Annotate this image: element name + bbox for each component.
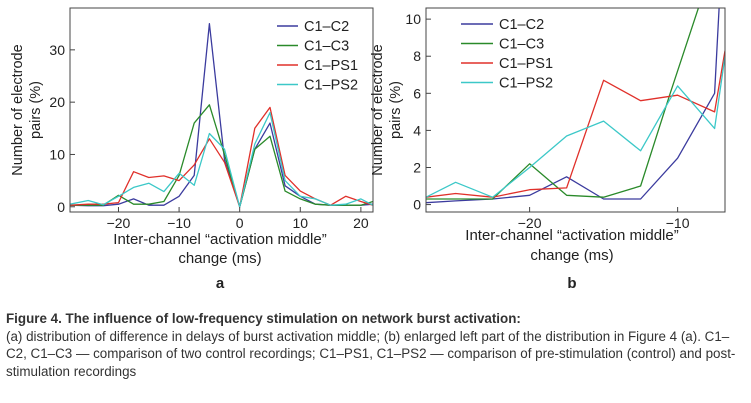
x-tick-label: 10 — [292, 215, 308, 231]
caption-title: Figure 4. The influence of low-frequency… — [6, 311, 521, 326]
y-tick-label: 10 — [49, 146, 65, 162]
y-axis-label: Number of electrode pairs (%) — [10, 44, 44, 175]
plot-frame — [69, 7, 374, 213]
series-line-c1-ps1 — [70, 106, 373, 208]
series-line-c1-c3 — [70, 104, 373, 208]
series-group — [426, 8, 725, 204]
y-tick-label: 0 — [413, 197, 421, 213]
panel-a: 0 10 20 30 −20 −10 0 10 20 Number of electrode pai… — [10, 7, 374, 292]
series-line-c1-c3 — [426, 8, 700, 200]
y-tick-label: 0 — [57, 199, 65, 215]
y-tick-label: 30 — [49, 42, 65, 58]
y-tick-label: 2 — [413, 159, 421, 175]
x-axis-label-line1: Inter-channel “activation middle” — [465, 227, 678, 244]
x-tick-label: 20 — [353, 215, 369, 231]
x-axis-label-line1: Inter-channel “activation middle” — [113, 231, 326, 248]
y-tick-label: 6 — [413, 85, 421, 101]
series-line-c1-ps1 — [426, 50, 725, 198]
y-tick-label: 20 — [49, 94, 65, 110]
y-tick-label: 10 — [405, 11, 421, 27]
x-tick-label: −10 — [666, 215, 690, 231]
y-axis-label-line1: Number of electrode — [370, 44, 386, 175]
legend-label-c1-ps2: C1–PS2 — [499, 76, 553, 92]
y-axis-label-line2: pairs (%) — [28, 81, 44, 139]
series-group — [70, 23, 373, 208]
y-tick-label: 8 — [413, 48, 421, 64]
panel-b: 0 2 4 6 8 10 −20 −10 Number of electrode pairs (%… — [370, 7, 726, 292]
legend-label-c1-ps1: C1–PS1 — [499, 56, 553, 72]
legend: C1–C2 C1–C3 C1–PS1 C1–PS2 — [277, 19, 358, 94]
x-tick-label: −10 — [167, 215, 191, 231]
legend-label-c1-ps2: C1–PS2 — [304, 78, 358, 94]
y-axis-label-line1: Number of electrode — [10, 44, 26, 175]
panel-label: b — [567, 275, 576, 292]
x-tick-label: 0 — [236, 215, 244, 231]
y-axis-label: Number of electrode pairs (%) — [370, 44, 404, 175]
x-axis-label-line2: change (ms) — [530, 247, 613, 264]
legend: C1–C2 C1–C3 C1–PS1 C1–PS2 — [461, 17, 553, 92]
caption-text: (a) distribution of difference in delays… — [6, 328, 736, 379]
x-tick-label: −20 — [107, 215, 131, 231]
y-tick-label: 4 — [413, 122, 421, 138]
plot-frame — [425, 7, 726, 213]
x-tick-label: −20 — [518, 215, 542, 231]
y-axis-label-line2: pairs (%) — [388, 81, 404, 139]
legend-label-c1-c2: C1–C2 — [499, 17, 544, 33]
figure-caption: Figure 4. The influence of low-frequency… — [6, 310, 744, 380]
legend-label-c1-c3: C1–C3 — [304, 39, 349, 55]
series-line-c1-ps2 — [426, 56, 725, 198]
legend-label-c1-c2: C1–C2 — [304, 19, 349, 35]
legend-label-c1-ps1: C1–PS1 — [304, 58, 358, 74]
series-line-c1-ps2 — [70, 111, 373, 208]
series-line-c1-c2 — [426, 8, 720, 204]
panel-label: a — [216, 275, 225, 292]
x-axis-label-line2: change (ms) — [178, 250, 261, 267]
legend-label-c1-c3: C1–C3 — [499, 37, 544, 53]
